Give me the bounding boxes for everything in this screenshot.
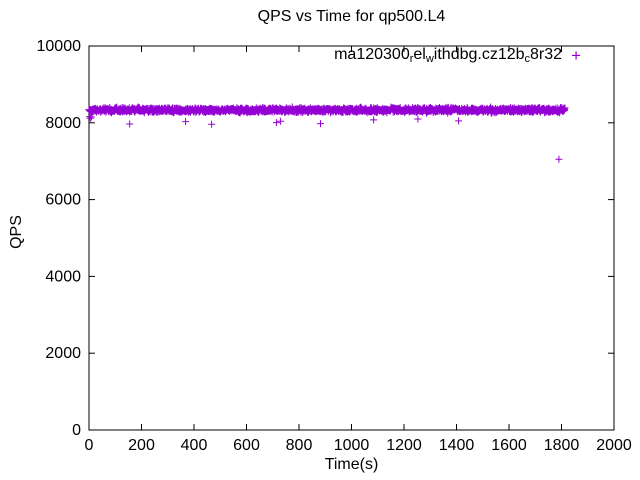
x-tick-label: 1200 [386, 437, 422, 454]
y-tick-label: 8000 [45, 115, 81, 132]
x-tick-label: 1400 [439, 437, 475, 454]
x-tick-label: 600 [233, 437, 260, 454]
legend-marker-icon: + [571, 45, 581, 65]
x-tick-label: 2000 [596, 437, 632, 454]
legend-text-segment: w [425, 53, 434, 65]
x-tick-label: 800 [286, 437, 313, 454]
chart-title: QPS vs Time for qp500.L4 [257, 8, 446, 25]
x-tick-label: 1800 [544, 437, 580, 454]
legend-text-segment: ma120300 [334, 46, 410, 63]
scatter-band-points [85, 103, 569, 117]
legend-series-label: ma120300relwithdbg.cz12bc8r32 [334, 46, 563, 65]
y-tick-label: 2000 [45, 345, 81, 362]
x-tick-label: 1600 [491, 437, 527, 454]
legend-text-segment: c [524, 53, 531, 65]
scatter-outlier-points [86, 113, 563, 163]
y-tick-label: 6000 [45, 192, 81, 209]
plot-border [88, 45, 615, 431]
legend: ma120300relwithdbg.cz12bc8r32 + [334, 45, 581, 65]
legend-text-segment: 8r32 [530, 46, 563, 63]
x-tick-label: 1000 [334, 437, 370, 454]
legend-text-segment: el [413, 46, 426, 63]
y-tick-label: 0 [72, 422, 81, 439]
x-tick-label: 400 [181, 437, 208, 454]
x-axis-label: Time(s) [324, 456, 379, 473]
legend-text-segment: r [409, 53, 414, 65]
y-tick-label: 4000 [45, 268, 81, 285]
x-tick-label: 200 [128, 437, 155, 454]
x-tick-label: 0 [85, 437, 94, 454]
y-tick-label: 10000 [37, 38, 82, 55]
